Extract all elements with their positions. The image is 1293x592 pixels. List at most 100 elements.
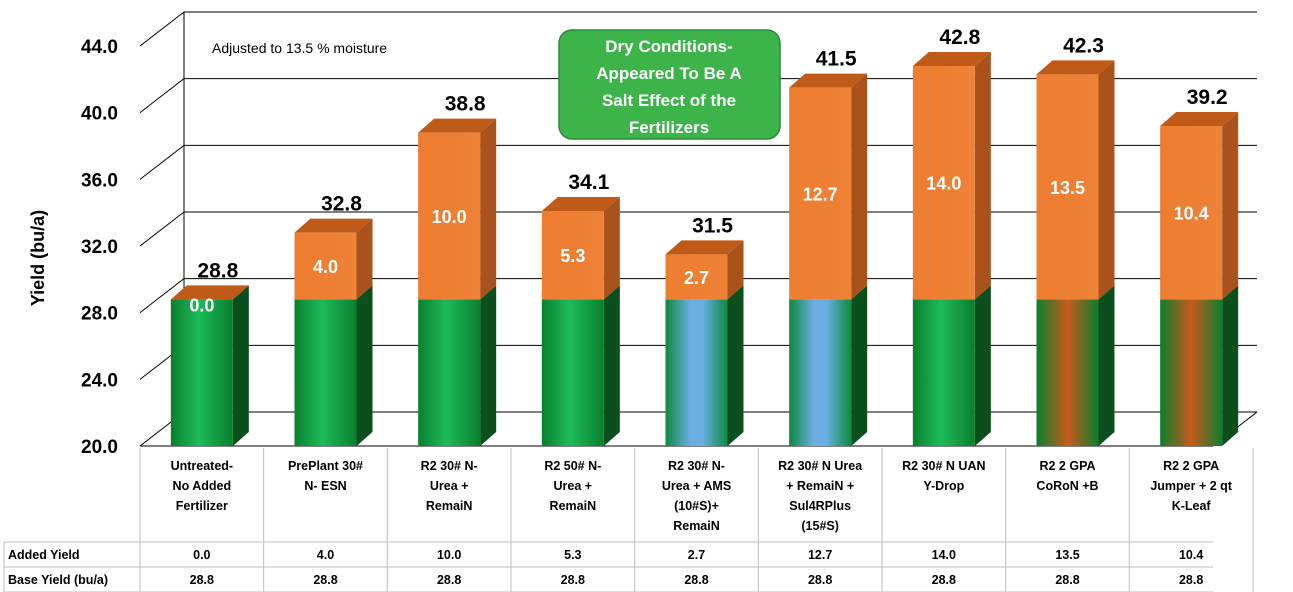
category-label: Sul4RPlus <box>789 499 851 513</box>
category-label: R2 2 GPA <box>1163 459 1219 473</box>
y-tick-label: 28.0 <box>81 304 118 325</box>
gridline <box>139 278 185 314</box>
callout-box: Dry Conditions- Appeared To Be A Salt Ef… <box>558 29 781 140</box>
added-bar-side <box>480 118 497 300</box>
table-cell: 5.3 <box>564 548 581 562</box>
table-cell: 10.0 <box>437 548 461 562</box>
category-label: R2 50# N- <box>544 459 601 473</box>
category-label: Urea + AMS <box>662 479 731 493</box>
data-table: Untreated- No Added Fertilizer PrePlant 30#… <box>3 448 1254 592</box>
total-label: 31.5 <box>692 214 733 237</box>
category-label: Urea + <box>554 479 593 493</box>
added-bar-side <box>356 218 373 300</box>
table-cell: 28.8 <box>437 573 461 587</box>
category-label: PrePlant 30# <box>288 459 363 473</box>
total-label: 32.8 <box>321 193 362 216</box>
table-cell: 28.8 <box>561 573 585 587</box>
table-cell: 28.8 <box>190 573 214 587</box>
bar-group: 4.0 32.8 <box>294 193 373 446</box>
added-value-label: 4.0 <box>313 257 338 277</box>
added-bar-top <box>170 285 249 300</box>
category-label: (15#S) <box>801 519 839 533</box>
base-bar-side <box>480 285 497 446</box>
category-label: N- ESN <box>304 479 346 493</box>
bar-group: 12.7 41.5 <box>789 48 868 446</box>
bar-group: 5.3 34.1 <box>541 171 620 446</box>
callout-background <box>558 29 781 140</box>
added-bar <box>541 211 604 300</box>
table-cell: 28.8 <box>1179 573 1203 587</box>
base-bar <box>665 299 728 446</box>
total-label: 41.5 <box>816 48 857 71</box>
base-bar-side <box>851 285 868 446</box>
added-value-label: 10.0 <box>432 207 467 227</box>
category-label: Untreated- <box>171 459 234 473</box>
added-bar-top <box>789 73 868 88</box>
category-label: Jumper + 2 qt <box>1150 479 1232 493</box>
gridline <box>139 211 185 247</box>
added-bar-side <box>603 197 620 300</box>
table-cell: 10.4 <box>1179 548 1203 562</box>
added-bar <box>1036 74 1099 300</box>
base-bar-side <box>1222 285 1239 446</box>
added-value-label: 14.0 <box>926 174 961 194</box>
added-bar <box>1160 126 1223 300</box>
callout-line: Fertilizers <box>629 118 709 137</box>
base-bar-side <box>1098 285 1115 446</box>
base-bar-side <box>727 285 744 446</box>
callout-line: Salt Effect of the <box>602 91 736 110</box>
added-bar-top <box>418 118 497 133</box>
added-value-label: 5.3 <box>560 246 585 266</box>
table-cell: 0.0 <box>193 548 210 562</box>
y-axis-label: Yield (bu/a) <box>28 210 48 306</box>
base-bar <box>170 299 233 446</box>
bar-group: 10.4 39.2 <box>1160 86 1239 446</box>
base-bar <box>789 299 852 446</box>
bar-group: 10.0 38.8 <box>418 93 497 446</box>
added-bar-side <box>851 73 868 300</box>
base-bar-side <box>974 285 991 446</box>
category-label: RemaiN <box>673 519 720 533</box>
category-label: R2 30# N- <box>421 459 478 473</box>
base-bar <box>541 299 604 446</box>
added-bar <box>418 132 481 300</box>
added-bar-top <box>665 240 744 255</box>
table-cell: 2.7 <box>688 548 705 562</box>
base-bar-side <box>232 285 249 446</box>
table-cell: 4.0 <box>317 548 334 562</box>
category-label: Y-Drop <box>923 479 964 493</box>
added-bar <box>294 232 357 300</box>
base-bar <box>912 299 975 446</box>
added-bar-side <box>1222 112 1239 300</box>
added-bar <box>912 66 975 300</box>
table-cell: 12.7 <box>808 548 832 562</box>
base-bar <box>294 299 357 446</box>
y-tick-label: 36.0 <box>81 170 118 191</box>
callout-line: Appeared To Be A <box>596 64 741 83</box>
table-cell: 28.8 <box>932 573 956 587</box>
added-bar-top <box>912 52 991 66</box>
gridline <box>139 78 185 114</box>
total-label: 42.3 <box>1063 34 1104 57</box>
callout-line: Dry Conditions- <box>605 37 733 56</box>
added-value-label: 2.7 <box>684 268 709 288</box>
added-bar-side <box>974 52 991 300</box>
total-label: 42.8 <box>939 26 980 49</box>
added-bar <box>789 87 852 300</box>
category-label: Fertilizer <box>176 499 228 513</box>
y-tick-label: 20.0 <box>81 437 118 458</box>
table-cell: 14.0 <box>932 548 956 562</box>
added-bar-top <box>541 197 620 211</box>
base-bar <box>1036 299 1099 446</box>
added-bar-top <box>294 218 373 233</box>
category-label: + RemaiN + <box>786 479 854 493</box>
total-label: 39.2 <box>1187 86 1228 109</box>
table-cell: 28.8 <box>808 573 832 587</box>
table-cell: 28.8 <box>684 573 708 587</box>
gridline <box>139 11 185 47</box>
category-label: RemaiN <box>550 499 597 513</box>
category-label: (10#S)+ <box>674 499 719 513</box>
table-cell: 13.5 <box>1055 548 1079 562</box>
y-tick-label: 44.0 <box>81 37 118 58</box>
